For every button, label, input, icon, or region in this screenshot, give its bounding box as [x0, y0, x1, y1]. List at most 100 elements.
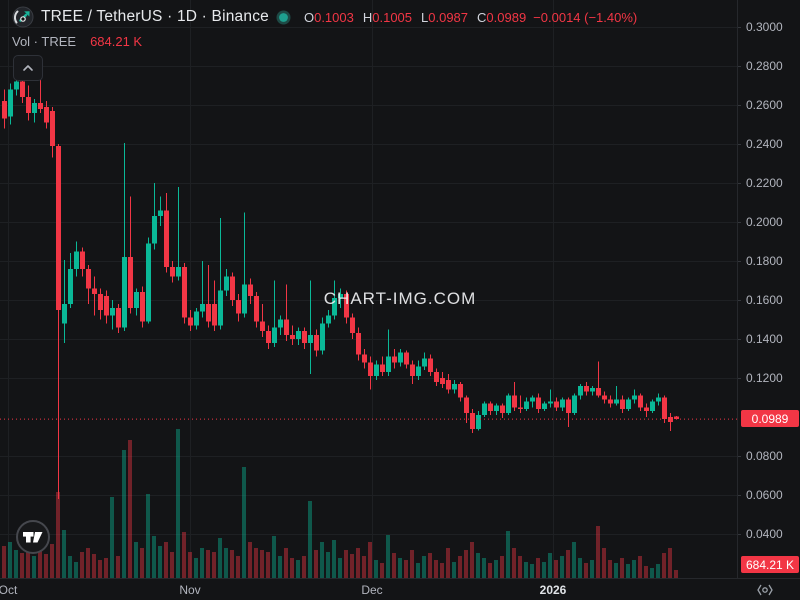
- volume-bar: [542, 562, 546, 578]
- candle-body: [44, 106, 49, 123]
- price-tick-mark: [738, 27, 741, 28]
- volume-bars: [2, 429, 678, 578]
- tradingview-logo[interactable]: [15, 519, 51, 560]
- volume-bar: [164, 542, 168, 578]
- volume-bar: [50, 544, 54, 578]
- time-axis[interactable]: Oct Nov Dec 2026: [0, 578, 800, 600]
- chart-canvas[interactable]: [0, 0, 737, 578]
- candle-body: [128, 257, 133, 308]
- collapse-legend-button[interactable]: [13, 55, 43, 81]
- volume-bar: [302, 556, 306, 578]
- volume-bar: [272, 536, 276, 578]
- volume-bar: [656, 564, 660, 578]
- volume-bar: [476, 553, 480, 578]
- volume-bar: [20, 553, 24, 578]
- candle-body: [662, 397, 667, 419]
- volume-bar: [224, 548, 228, 578]
- volume-bar: [650, 568, 654, 578]
- volume-bar: [194, 558, 198, 578]
- price-tick-mark: [738, 105, 741, 106]
- volume-bar: [140, 548, 144, 578]
- candle-body: [164, 210, 169, 267]
- price-tick-label: 0.0600: [746, 488, 783, 502]
- candle-body: [344, 294, 349, 318]
- current-volume-badge: 684.21 K: [741, 556, 799, 573]
- candle-body: [206, 303, 211, 322]
- candle-body: [614, 399, 619, 404]
- candle-body: [92, 288, 97, 295]
- volume-bar: [176, 429, 180, 578]
- candle-body: [650, 401, 655, 412]
- price-axis[interactable]: 0.0989 684.21 K 0.3000 0.2800 0.2600 0.2400…: [737, 0, 800, 578]
- volume-bar: [8, 542, 12, 578]
- volume-bar: [464, 550, 468, 578]
- volume-bar: [410, 550, 414, 578]
- candle-body: [560, 399, 565, 408]
- candle-body: [224, 276, 229, 291]
- candle-body: [98, 294, 103, 310]
- candle-body: [248, 284, 253, 297]
- volume-bar: [350, 554, 354, 578]
- volume-bar: [44, 554, 48, 578]
- candle-body: [608, 399, 613, 404]
- volume-bar: [536, 558, 540, 578]
- volume-bar: [632, 560, 636, 578]
- candle-body: [266, 331, 271, 343]
- candle-body: [494, 405, 499, 412]
- volume-label[interactable]: Vol · TREE: [12, 34, 77, 49]
- price-tick-label: 0.2000: [746, 215, 783, 229]
- market-status-dot-icon[interactable]: [276, 10, 291, 25]
- volume-bar: [404, 560, 408, 578]
- candle-body: [572, 395, 577, 414]
- volume-bar: [242, 467, 246, 578]
- close-value: C0.0989: [477, 9, 527, 25]
- volume-bar: [422, 556, 426, 578]
- symbol-title[interactable]: TREE / TetherUS · 1D · Binance: [41, 8, 269, 25]
- price-tick-mark: [738, 534, 741, 535]
- volume-bar: [572, 542, 576, 578]
- volume-bar: [260, 550, 264, 578]
- volume-bar: [248, 542, 252, 578]
- candle-body: [320, 323, 325, 351]
- candle-body: [488, 403, 493, 412]
- volume-bar: [638, 556, 642, 578]
- volume-bar: [80, 552, 84, 578]
- candle-body: [332, 298, 337, 316]
- candle-body: [278, 319, 283, 328]
- volume-bar: [626, 564, 630, 578]
- candle-body: [116, 307, 121, 328]
- volume-bar: [56, 492, 60, 578]
- price-tick-mark: [738, 183, 741, 184]
- candle-body: [632, 395, 637, 400]
- candle-body: [338, 294, 343, 299]
- price-tick-mark: [738, 339, 741, 340]
- candle-body: [296, 331, 301, 339]
- candle-body: [668, 417, 673, 422]
- price-change: −0.0014 (−1.40%): [533, 9, 638, 25]
- candle-body: [674, 416, 679, 420]
- candle-body: [506, 395, 511, 414]
- candle-body: [410, 364, 415, 377]
- volume-bar: [356, 548, 360, 578]
- candle-body: [8, 89, 13, 117]
- candle-body: [314, 335, 319, 351]
- candle-body: [104, 296, 109, 316]
- time-tick-label: Nov: [179, 583, 201, 597]
- volume-bar: [14, 550, 18, 578]
- volume-bar: [440, 563, 444, 578]
- volume-indicator-row: Vol · TREE 684.21 K: [12, 34, 142, 49]
- volume-bar: [230, 550, 234, 578]
- candle-body: [440, 378, 445, 384]
- candle-body: [434, 372, 439, 382]
- candle-body: [362, 354, 367, 363]
- low-value: L0.0987: [421, 9, 469, 25]
- volume-bar: [290, 558, 294, 578]
- price-tick-mark: [738, 456, 741, 457]
- price-scale-settings-icon[interactable]: [755, 583, 775, 600]
- candle-body: [62, 303, 67, 324]
- candle-body: [476, 415, 481, 430]
- price-tick-mark: [738, 261, 741, 262]
- volume-bar: [188, 552, 192, 578]
- volume-bar: [146, 494, 150, 578]
- candle-body: [200, 303, 205, 312]
